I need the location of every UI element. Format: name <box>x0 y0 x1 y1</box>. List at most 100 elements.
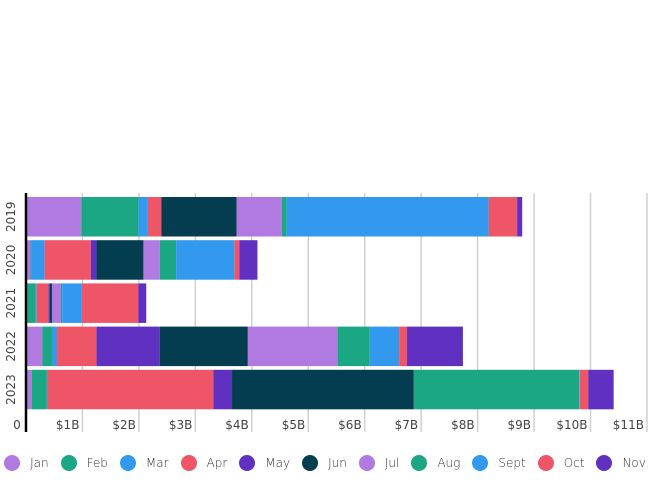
legend-item-oct[interactable]: Oct <box>537 455 585 471</box>
y-category-label: 2019 <box>4 201 18 232</box>
bar-segment-2023-jun <box>232 369 414 410</box>
legend-swatch <box>119 455 136 471</box>
bar-segment-2022-jul <box>247 326 338 367</box>
legend-label: Jun <box>328 456 347 470</box>
legend-label: Mar <box>145 456 169 470</box>
x-tick-label: $5B <box>282 418 306 432</box>
legend-label: Nov <box>622 456 646 470</box>
bar-segment-2020-jan <box>26 240 31 280</box>
legend-item-aug[interactable]: Aug <box>411 455 460 471</box>
bar-segment-2021-sept <box>62 283 82 323</box>
legend-swatch <box>411 455 428 471</box>
y-category-label: 2023 <box>4 374 18 405</box>
bar-segment-2021-jun <box>49 283 52 323</box>
bar-segment-2020-aug <box>159 240 177 280</box>
legend-label: Jan <box>30 456 49 470</box>
x-tick-label: $9B <box>508 418 532 432</box>
legend-label: Sept <box>498 456 526 470</box>
legend-item-feb[interactable]: Feb <box>60 455 108 471</box>
legend-label: Feb <box>86 456 108 470</box>
legend-item-may[interactable]: May <box>239 455 290 471</box>
bar-segment-2020-nov <box>239 240 258 280</box>
bar-segment-2023-nov <box>588 369 614 410</box>
bar-segment-2019-oct <box>488 197 518 237</box>
y-category-label: 2020 <box>4 245 18 276</box>
bar-segment-2022-aug <box>337 326 370 367</box>
bar-segment-2023-apr <box>47 369 214 410</box>
legend-item-apr[interactable]: Apr <box>180 455 228 471</box>
bar-segment-2019-jan <box>26 197 82 237</box>
bar-segment-2019-jul <box>236 197 282 237</box>
legend-label: Apr <box>206 456 228 470</box>
bar-segment-2022-jun <box>159 326 248 367</box>
bar-segment-2022-feb <box>42 326 52 367</box>
legend-item-sept[interactable]: Sept <box>472 455 526 471</box>
bar-segment-2023-sept <box>579 369 580 410</box>
legend-label: May <box>265 456 291 470</box>
bar-segment-2021-may <box>48 283 50 323</box>
legend-item-jun[interactable]: Jun <box>302 455 347 471</box>
bar-segment-2023-aug <box>413 369 580 410</box>
x-tick-label: $2B <box>112 418 136 432</box>
bar-segment-2021-aug <box>60 283 63 323</box>
x-tick-label: $11B <box>613 418 644 432</box>
legend: Jan Feb Mar Apr May Jun Jul Aug Sept Oct Nov <box>0 455 650 471</box>
legend-swatch <box>239 455 256 471</box>
legend-swatch <box>180 455 197 471</box>
x-tick-label: $10B <box>556 418 587 432</box>
bar-segment-2023-feb <box>31 369 47 410</box>
x-tick-label: $4B <box>225 418 249 432</box>
bar-segment-2023-may <box>213 369 233 410</box>
y-category-label: 2022 <box>4 331 18 362</box>
legend-swatch <box>358 455 375 471</box>
bar-segment-2019-feb <box>81 197 139 237</box>
legend-item-jul[interactable]: Jul <box>358 455 400 471</box>
bar-segment-2021-mar <box>35 283 37 323</box>
bar-segment-2023-oct <box>579 369 589 410</box>
legend-item-nov[interactable]: Nov <box>596 455 646 471</box>
legend-label: Jul <box>384 456 400 470</box>
bar-segment-2021-oct <box>81 283 139 323</box>
bar-segment-2020-jun <box>96 240 144 280</box>
bar-segment-2019-aug <box>281 197 287 237</box>
bar-segment-2020-may <box>90 240 97 280</box>
bar-segment-2022-sept <box>369 326 400 367</box>
legend-item-jan[interactable]: Jan <box>4 455 49 471</box>
bar-segment-2019-mar <box>138 197 148 237</box>
legend-item-mar[interactable]: Mar <box>119 455 169 471</box>
bar-segment-2023-jan <box>26 369 32 410</box>
legend-swatch <box>596 455 613 471</box>
bar-segment-2019-jun <box>161 197 237 237</box>
stacked-bar-chart: 0 $1B $2B $3B $4B $5B $6B $7B $8B $9B $10B $11B 2019… <box>4 193 648 432</box>
bar-segment-2021-feb <box>27 283 36 323</box>
y-category-label: 2021 <box>4 288 18 319</box>
bar-segment-2019-sept <box>286 197 489 237</box>
legend-label: Oct <box>563 456 585 470</box>
bar-segment-2020-mar <box>31 240 45 280</box>
legend-label: Aug <box>437 456 461 470</box>
bar-segment-2020-apr <box>44 240 91 280</box>
bar-segment-2022-mar <box>51 326 58 367</box>
bar-segment-2021-apr <box>36 283 49 323</box>
legend-swatch <box>4 455 21 471</box>
x-tick-label: $3B <box>169 418 193 432</box>
x-tick-label: $1B <box>56 418 80 432</box>
bar-segment-2022-oct <box>399 326 408 367</box>
x-tick-label: $7B <box>395 418 419 432</box>
x-tick-label: 0 <box>13 418 21 432</box>
legend-swatch <box>537 455 554 471</box>
x-tick-label: $8B <box>451 418 475 432</box>
x-tick-label: $6B <box>338 418 362 432</box>
bar-segment-2021-nov <box>138 283 147 323</box>
bar-segment-2022-jan <box>26 326 43 367</box>
bar-segment-2020-sept <box>176 240 235 280</box>
bar-segment-2021-jul <box>51 283 61 323</box>
bar-segment-2019-nov <box>517 197 523 237</box>
bar-segment-2023-mar <box>46 369 48 410</box>
bar-segment-2022-nov <box>407 326 463 367</box>
bar-segment-2022-may <box>96 326 160 367</box>
bar-segment-2020-jul <box>143 240 160 280</box>
bar-segment-2022-apr <box>57 326 97 367</box>
legend-swatch <box>302 455 319 471</box>
legend-swatch <box>472 455 489 471</box>
